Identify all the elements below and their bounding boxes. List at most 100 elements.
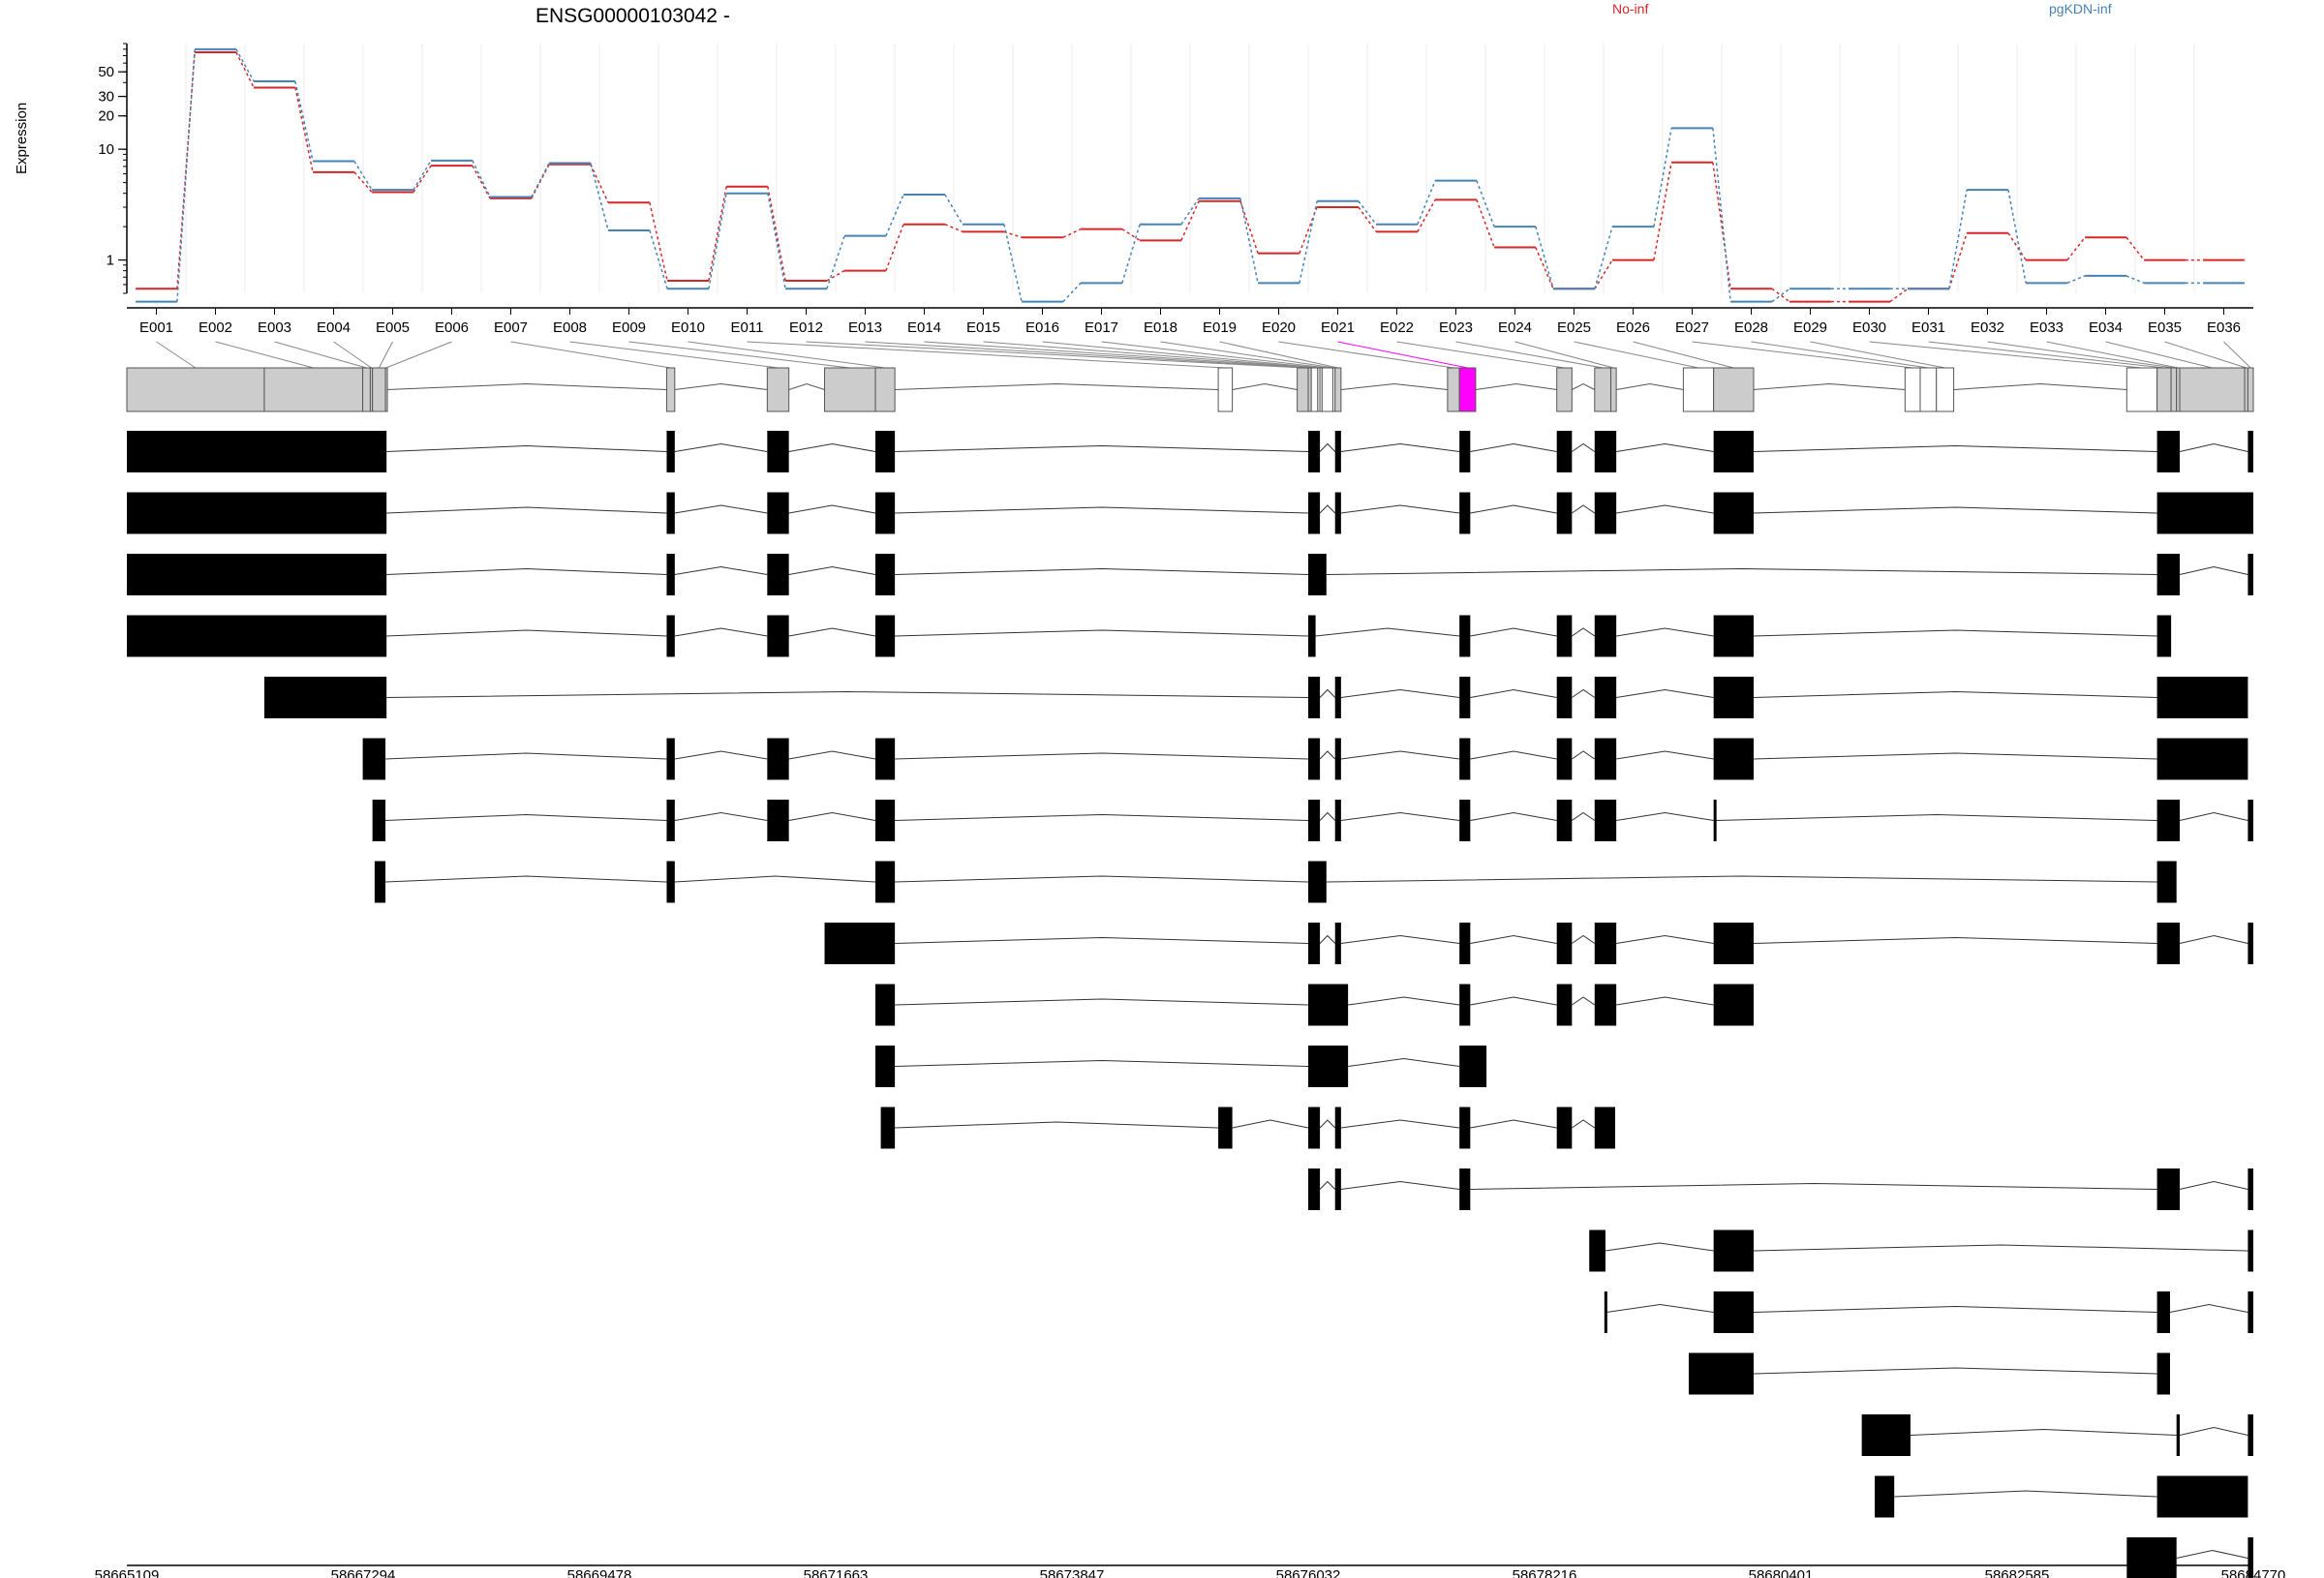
x-tick-label: E016 — [1025, 319, 1059, 336]
x-tick-label: E022 — [1380, 319, 1414, 336]
exon-box-e035 — [2244, 367, 2248, 412]
transcript-intron — [2179, 934, 2248, 944]
transcript-exon — [1459, 1107, 1471, 1149]
transcript-intron — [1753, 506, 2157, 514]
genomic-tick-label: 58667294 — [331, 1567, 396, 1578]
transcript-intron — [2179, 565, 2248, 575]
transcript-intron — [895, 998, 1309, 1006]
transcript-row — [824, 923, 2253, 964]
x-tick-label: E019 — [1203, 319, 1237, 336]
exon-box-e019 — [1334, 367, 1342, 412]
series-transition — [767, 186, 786, 282]
genomic-tick-label: 58684770 — [2221, 1567, 2286, 1578]
transcript-exon — [1459, 923, 1471, 964]
transcript-intron — [1616, 688, 1714, 698]
legend-entry-pgkdn-inf: pgKDN-inf — [2049, 1, 2112, 16]
transcript-intron — [2179, 811, 2248, 821]
x-tick-label: E023 — [1439, 319, 1473, 336]
transcript-exon — [1459, 677, 1471, 718]
exon-connector — [1278, 341, 1454, 369]
genomic-tick-label: 58682585 — [1985, 1567, 2050, 1578]
exon-box-e025 — [1682, 367, 1715, 412]
transcript-exon — [1459, 492, 1471, 534]
series-transition — [472, 165, 491, 199]
transcript-intron — [1470, 750, 1557, 760]
transcript-exon — [1589, 1229, 1605, 1272]
series-transition — [1476, 180, 1495, 228]
exon-connector — [1574, 341, 1699, 369]
transcript-intron — [674, 750, 768, 760]
transcript-row — [880, 1107, 1616, 1149]
x-tick-label: E007 — [494, 319, 528, 336]
transcript-exon — [1556, 800, 1573, 841]
series-transition — [2066, 236, 2086, 261]
transcript-exon — [1334, 1168, 1341, 1210]
transcript-intron — [895, 1059, 1309, 1067]
exon-box-e017 — [1321, 367, 1333, 412]
transcript-exon — [1334, 492, 1341, 534]
transcript-exon — [875, 800, 896, 841]
exon-box-e022 — [1556, 367, 1573, 412]
series-transition — [649, 229, 668, 289]
series-transition — [353, 171, 373, 193]
transcript-exon — [1594, 984, 1617, 1026]
transcript-intron — [788, 565, 876, 575]
transcript-intron — [1572, 688, 1596, 698]
series-transition — [1653, 162, 1672, 260]
transcript-exon — [127, 492, 387, 534]
transcript-intron — [895, 629, 1309, 637]
series-transition — [590, 164, 609, 203]
transcript-intron — [1326, 875, 2157, 883]
transcript-intron — [1753, 629, 2157, 637]
transcript-intron — [1605, 1242, 1714, 1252]
series-transition — [708, 186, 727, 282]
exon-box-e034 — [2179, 367, 2246, 412]
transcript-intron — [788, 811, 876, 821]
transcript-exon — [2156, 554, 2181, 595]
series-transition — [1003, 224, 1023, 302]
transcript-exon — [875, 861, 896, 903]
series-transition — [1535, 247, 1554, 289]
x-tick-label: E036 — [2207, 319, 2241, 336]
transcript-intron — [1348, 1057, 1460, 1067]
intron-line — [788, 382, 825, 390]
transcript-intron — [674, 627, 768, 637]
transcript-intron — [386, 567, 667, 575]
series-transition — [1417, 180, 1436, 225]
transcript-exon — [1459, 1046, 1487, 1087]
x-tick-label: E032 — [1971, 319, 2004, 336]
x-tick-label: E027 — [1675, 319, 1709, 336]
transcript-intron — [2179, 442, 2248, 452]
transcript-intron — [1470, 996, 1557, 1006]
transcript-row — [1589, 1229, 2253, 1272]
exon-connector — [1692, 341, 1913, 369]
transcript-exon — [767, 431, 789, 472]
transcript-row — [1308, 1168, 2253, 1210]
transcript-exon — [1308, 738, 1321, 780]
x-tick-label: E026 — [1616, 319, 1650, 336]
transcript-exon — [1713, 492, 1754, 534]
transcript-intron — [788, 442, 876, 452]
transcript-intron — [895, 444, 1309, 452]
transcript-row — [1688, 1352, 2170, 1395]
transcript-intron — [1753, 1305, 2157, 1313]
transcript-exon — [372, 800, 386, 841]
exon-box-e024 — [1610, 367, 1617, 412]
transcript-intron — [385, 875, 667, 883]
transcript-intron — [674, 504, 768, 514]
transcript-exon — [1594, 738, 1617, 780]
x-tick-label: E013 — [848, 319, 882, 336]
series-transition — [1948, 189, 1968, 289]
transcript-exon — [1308, 923, 1321, 964]
x-tick-label: E018 — [1144, 319, 1177, 336]
transcript-intron — [1470, 934, 1557, 944]
transcript-intron — [2179, 1180, 2248, 1190]
x-tick-label: E011 — [731, 319, 764, 336]
x-tick-label: E034 — [2089, 319, 2123, 336]
transcript-exon — [2156, 738, 2248, 780]
exon-connector — [806, 341, 1303, 369]
x-tick-label: E029 — [1793, 319, 1827, 336]
transcript-exon — [1218, 1107, 1233, 1149]
transcript-intron — [1753, 444, 2157, 452]
transcript-exon — [1556, 923, 1573, 964]
